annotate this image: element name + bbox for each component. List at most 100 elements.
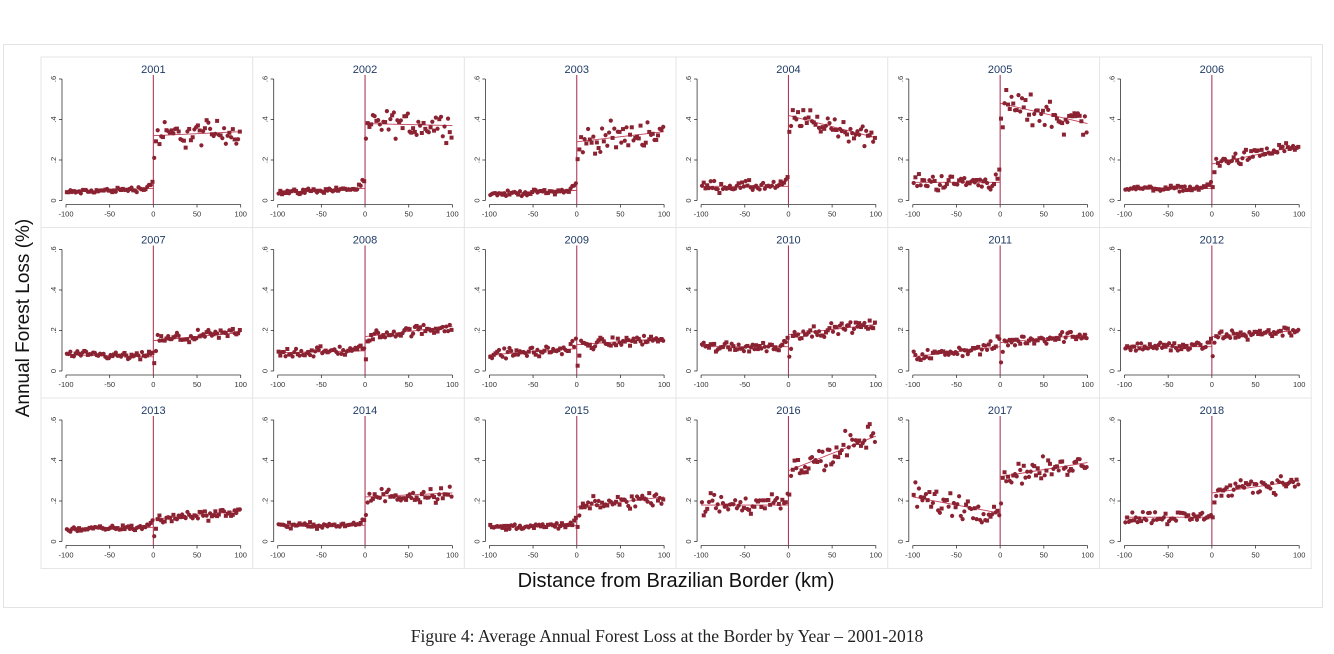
data-point <box>1231 331 1236 336</box>
x-tick-label: -100 <box>694 551 709 560</box>
data-point <box>932 178 937 183</box>
data-point <box>572 344 577 349</box>
data-point <box>433 500 438 505</box>
data-point <box>579 135 584 140</box>
data-point <box>414 132 419 137</box>
x-tick-label: -50 <box>316 380 327 389</box>
data-point <box>1039 111 1044 117</box>
data-point <box>552 524 558 529</box>
fit-line-right <box>1000 102 1088 124</box>
data-point <box>447 130 452 135</box>
data-point <box>733 498 738 503</box>
data-point <box>719 494 724 500</box>
x-tick-label: 50 <box>405 380 413 389</box>
data-point <box>939 506 944 511</box>
data-point <box>432 128 437 133</box>
data-point <box>428 487 433 492</box>
data-point <box>1025 469 1030 474</box>
data-point <box>596 338 601 343</box>
data-point <box>150 179 155 184</box>
data-point <box>320 525 325 530</box>
data-point <box>1138 341 1144 346</box>
data-point <box>1028 469 1033 474</box>
data-point <box>794 466 799 471</box>
data-point <box>699 500 705 505</box>
data-point <box>199 143 204 148</box>
x-tick-label: 50 <box>1251 551 1259 560</box>
data-point <box>194 336 199 341</box>
data-point <box>155 332 160 338</box>
data-point <box>962 509 967 514</box>
x-tick-label: 50 <box>405 210 413 219</box>
data-point <box>984 180 990 186</box>
data-point <box>542 348 547 353</box>
data-point <box>153 139 158 144</box>
data-point <box>988 339 993 344</box>
data-point <box>1133 348 1138 353</box>
data-point <box>1275 150 1280 155</box>
x-tick-label: 0 <box>1210 210 1214 219</box>
x-tick-label: 50 <box>193 380 201 389</box>
data-point <box>407 492 412 497</box>
data-point <box>1132 518 1137 523</box>
data-point <box>586 126 591 132</box>
y-tick-label: .4 <box>472 287 481 293</box>
data-point <box>449 494 454 499</box>
data-point <box>822 126 827 131</box>
data-point <box>533 352 538 357</box>
data-point <box>1011 337 1016 342</box>
data-point <box>153 348 159 354</box>
data-point <box>323 187 328 192</box>
data-point <box>855 129 860 134</box>
data-point <box>743 496 748 501</box>
panel-title: 2009 <box>565 235 589 247</box>
data-point <box>549 349 554 355</box>
data-point <box>551 523 556 528</box>
data-point <box>559 521 564 526</box>
data-point <box>423 126 428 131</box>
data-point <box>339 351 344 356</box>
data-point <box>1060 459 1065 464</box>
data-point <box>1060 329 1065 335</box>
data-point <box>439 486 444 491</box>
data-point <box>811 120 816 125</box>
data-point <box>1152 510 1158 515</box>
data-point <box>1021 334 1026 339</box>
data-point <box>661 497 666 502</box>
data-point <box>1035 108 1040 113</box>
data-point <box>787 492 792 497</box>
data-point <box>363 136 369 141</box>
data-point <box>363 357 368 362</box>
data-point <box>1245 337 1250 342</box>
data-point <box>216 335 221 340</box>
data-point <box>832 117 837 122</box>
data-point <box>918 183 923 188</box>
data-point <box>606 130 612 135</box>
data-point <box>139 349 145 355</box>
data-point <box>939 174 944 179</box>
data-point <box>944 498 949 503</box>
data-point <box>936 188 941 193</box>
panel-title: 2011 <box>988 235 1012 247</box>
data-point <box>869 130 874 135</box>
data-point <box>136 353 141 358</box>
data-point <box>1177 189 1182 194</box>
panel-2006: 2006 -100 -50 0 50 100 0 .2 .4 .6 <box>1099 56 1312 228</box>
data-point <box>743 178 748 184</box>
data-point <box>71 189 76 194</box>
data-point <box>976 504 981 509</box>
data-point <box>409 130 414 135</box>
data-point <box>920 352 925 357</box>
data-point <box>830 329 836 334</box>
x-tick-label: 0 <box>363 210 367 219</box>
data-point <box>334 185 339 190</box>
data-point <box>872 439 878 445</box>
data-point <box>1290 143 1296 149</box>
data-point <box>552 192 557 197</box>
data-point <box>524 353 530 358</box>
data-point <box>1196 514 1201 519</box>
data-point <box>530 190 535 195</box>
panel-2010: 2010 -100 -50 0 50 100 0 .2 .4 .6 <box>675 227 889 399</box>
data-point <box>122 350 127 355</box>
y-tick-label: .2 <box>684 498 693 504</box>
